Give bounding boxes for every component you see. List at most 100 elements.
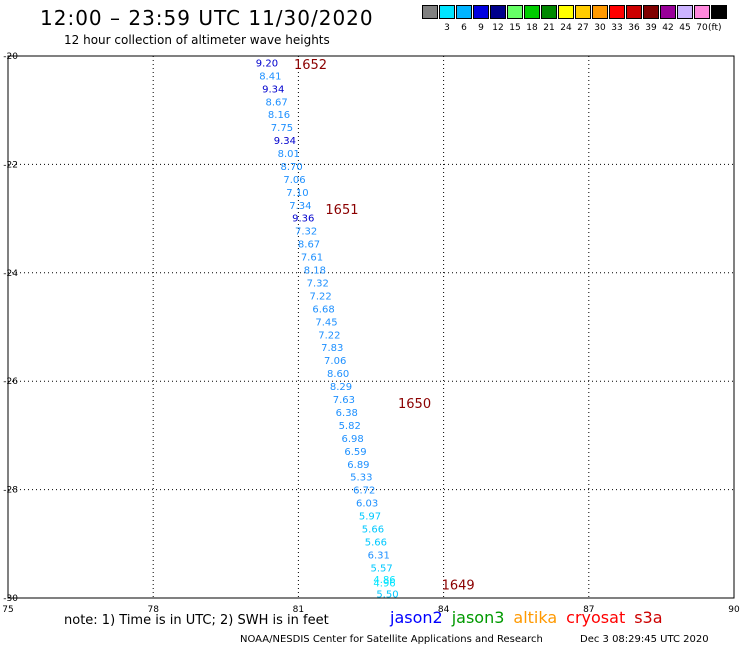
chart-title: 12:00 – 23:59 UTC 11/30/2020: [40, 6, 374, 30]
wave-height-label: 7.63: [333, 395, 355, 406]
wave-height-label: 8.18: [304, 266, 326, 277]
y-tick-label: -26: [3, 377, 18, 387]
color-scale-swatch: [473, 5, 489, 19]
y-tick-label: -20: [3, 52, 18, 62]
color-scale-swatch: [626, 5, 642, 19]
mission-name: jason3: [451, 608, 505, 627]
wave-height-label: 5.97: [359, 512, 381, 523]
y-tick-label: -30: [3, 594, 18, 604]
color-scale-swatch: [643, 5, 659, 19]
wave-height-label: 6.68: [312, 305, 334, 316]
wave-height-label: 7.06: [283, 175, 305, 186]
mission-name: cryosat: [566, 608, 626, 627]
wave-height-label: 8.67: [298, 240, 320, 251]
x-tick-label: 75: [2, 605, 13, 615]
data-labels: 9.208.419.348.678.167.759.348.018.707.06…: [256, 59, 399, 601]
wave-height-label: 8.70: [280, 162, 302, 173]
color-scale-label: 24: [560, 23, 572, 33]
color-scale-swatch: [660, 5, 676, 19]
wave-height-label: 4.96: [373, 578, 395, 589]
pass-number-label: 1650: [398, 397, 431, 412]
wave-height-label: 6.98: [341, 434, 363, 445]
wave-height-label: 8.01: [278, 149, 300, 160]
wave-height-label: 9.36: [292, 214, 314, 225]
mission-name: s3a: [634, 608, 663, 627]
color-scale-label: 27: [577, 23, 589, 33]
color-scale-swatch: [524, 5, 540, 19]
color-scale-label: 45: [679, 23, 691, 33]
wave-height-label: 7.10: [286, 188, 308, 199]
color-scale-label: 30: [594, 23, 606, 33]
wave-height-label: 7.45: [315, 318, 337, 329]
color-scale-swatch: [541, 5, 557, 19]
wave-height-label: 5.82: [339, 421, 361, 432]
wave-height-label: 9.34: [262, 85, 284, 96]
wave-height-label: 6.72: [353, 486, 375, 497]
color-scale-swatch: [711, 5, 727, 19]
color-scale-label: 12: [492, 23, 504, 33]
color-scale-label: 15: [509, 23, 521, 33]
wave-height-label: 6.89: [347, 460, 369, 471]
plot-frame: [7, 55, 735, 599]
wave-height-label: 5.50: [376, 590, 398, 601]
color-scale-swatch: [422, 5, 438, 19]
y-tick-label: -22: [3, 160, 18, 170]
color-scale-swatch: [490, 5, 506, 19]
wave-height-label: 6.03: [356, 499, 378, 510]
y-tick-label: -24: [3, 269, 18, 279]
wave-height-label: 7.22: [310, 292, 332, 303]
wave-height-label: 7.61: [301, 253, 323, 264]
footer-note: note: 1) Time is in UTC; 2) SWH is in fe…: [64, 613, 329, 628]
pass-number-label: 1652: [294, 58, 327, 73]
x-tick-label: 87: [583, 605, 594, 615]
wave-height-label: 9.20: [256, 59, 278, 70]
color-scale-swatch: [694, 5, 710, 19]
wave-height-label: 6.59: [344, 447, 366, 458]
color-scale-label: 21: [543, 23, 555, 33]
wave-height-label: 5.57: [371, 564, 393, 575]
mission-legend: jason2 jason3 altika cryosat s3a: [390, 608, 672, 627]
x-tick-label: 84: [438, 605, 450, 615]
pass-number-label: 1649: [442, 578, 475, 593]
chart-subtitle: 12 hour collection of altimeter wave hei…: [64, 33, 330, 47]
color-scale-label: 36: [628, 23, 640, 33]
color-scale-label: 33: [611, 23, 623, 33]
wave-height-label: 7.75: [271, 123, 293, 134]
wave-height-label: 5.33: [350, 473, 372, 484]
wave-height-label: 7.32: [307, 279, 329, 290]
color-scale-label: 70: [696, 23, 708, 33]
wave-height-label: 8.29: [330, 382, 352, 393]
y-tick-label: -28: [3, 486, 18, 496]
wave-height-label: 8.60: [327, 369, 349, 380]
wave-height-label: 8.67: [265, 98, 287, 109]
wave-height-label: 6.38: [336, 408, 358, 419]
color-scale-swatch: [575, 5, 591, 19]
credit-line: NOAA/NESDIS Center for Satellite Applica…: [240, 634, 543, 645]
color-scale-swatch: [507, 5, 523, 19]
wave-height-label: 7.32: [295, 227, 317, 238]
wave-height-label: 5.66: [365, 538, 387, 549]
color-scale-swatch: [439, 5, 455, 19]
generation-timestamp: Dec 3 08:29:45 UTC 2020: [580, 634, 709, 645]
axis-ticks: 75 78 81 84 87 90 -20 -22 -24 -26 -28 -30: [2, 52, 740, 615]
grid-lines: [8, 56, 734, 598]
pass-labels: 1652 1651 1650 1649: [294, 58, 475, 593]
color-scale-swatch: [592, 5, 608, 19]
pass-number-label: 1651: [325, 203, 358, 218]
color-scale-label: 3: [444, 23, 450, 33]
wave-height-label: 9.34: [274, 136, 296, 147]
mission-name: altika: [513, 608, 558, 627]
color-scale-swatch: [677, 5, 693, 19]
wave-height-label: 7.22: [318, 331, 340, 342]
color-scale-label: 39: [645, 23, 657, 33]
wave-height-label: 4.86: [373, 575, 395, 586]
color-scale-swatch: [456, 5, 472, 19]
wave-height-label: 7.06: [324, 356, 346, 367]
color-scale-unit: (ft): [708, 23, 722, 33]
wave-height-label: 5.66: [362, 525, 384, 536]
x-tick-label: 90: [728, 605, 740, 615]
mission-name: jason2: [390, 608, 443, 627]
color-scale-label: 42: [662, 23, 674, 33]
color-scale-label: 6: [461, 23, 467, 33]
